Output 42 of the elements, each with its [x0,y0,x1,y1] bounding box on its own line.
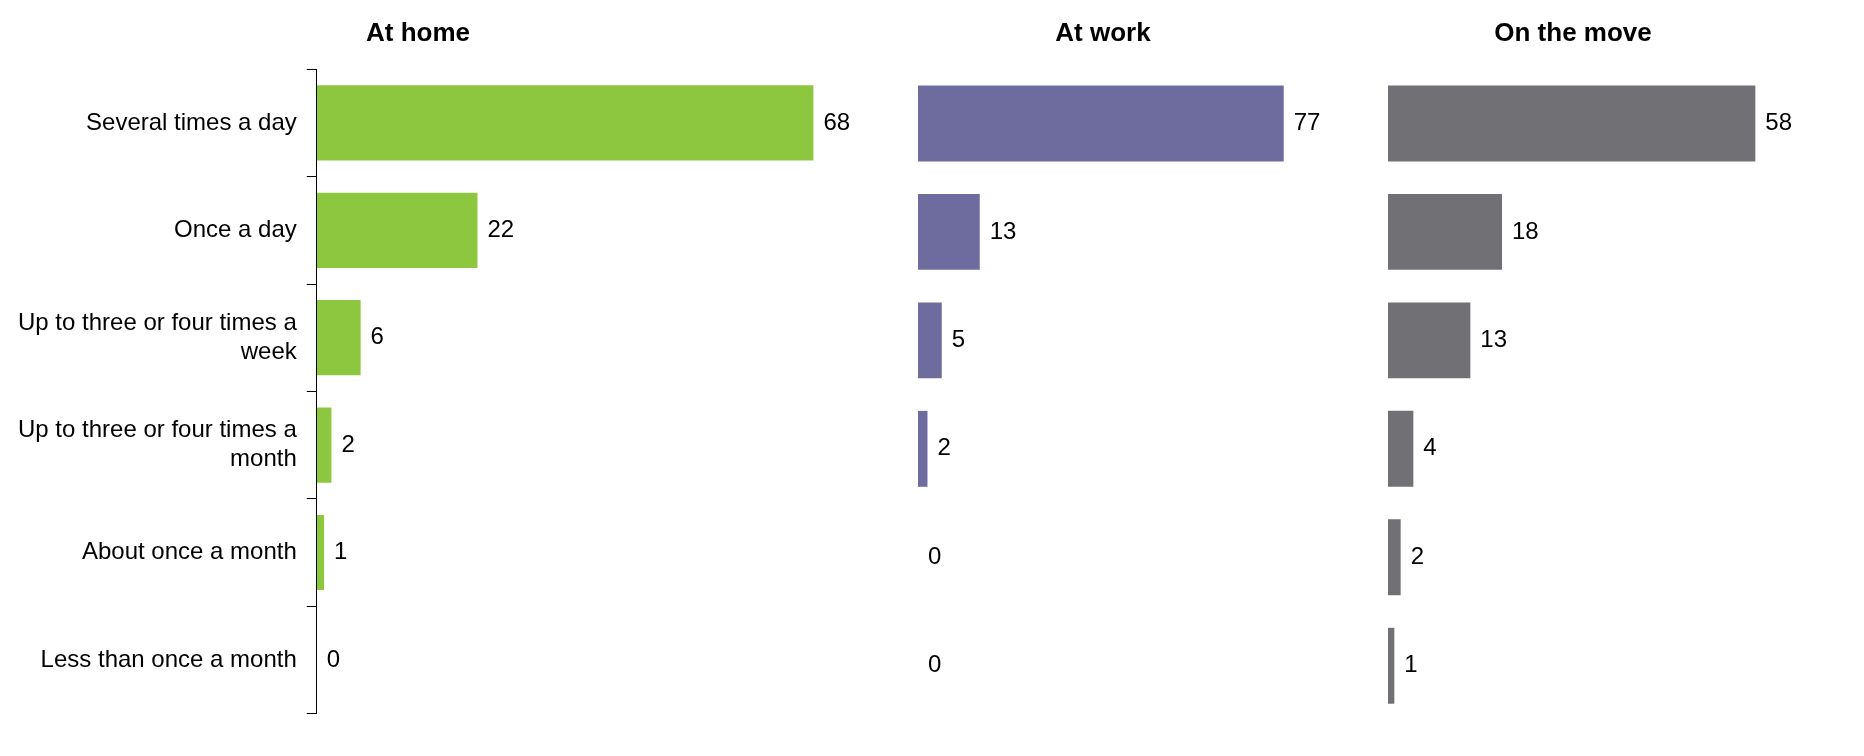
y-tick-label: Once a day [174,214,297,242]
data-label: 0 [928,541,942,569]
bar [918,193,980,270]
chart-title: At home [366,16,470,47]
y-tick-label: About once a month [81,537,297,565]
data-label: 2 [937,433,951,461]
data-label: 0 [326,644,341,672]
data-label: 5 [951,324,966,352]
bar [316,192,478,268]
chart-title: On the move [1494,16,1652,47]
bar [316,300,361,376]
bar [1388,302,1471,379]
y-tick-label: Less than once a month [40,644,297,672]
data-label: 18 [1512,216,1539,244]
y-tick-label: Up to three or four times a month [17,415,298,472]
y-tick-label: Up to three or four times a week [17,307,298,364]
data-label: 2 [1410,541,1425,569]
bar [316,407,332,483]
data-label: 1 [1404,650,1418,678]
data-label: 13 [1480,324,1508,352]
bar [1388,410,1414,487]
data-label: 2 [341,429,355,457]
data-label: 1 [334,537,348,565]
bar [1388,627,1395,704]
data-label: 77 [1293,108,1321,136]
bar [1388,193,1502,270]
data-label: 68 [823,107,851,135]
data-label: 0 [928,650,942,678]
bar [918,85,1284,162]
y-tick-label: Several times a day [86,107,297,135]
data-label: 22 [487,214,515,242]
data-label: 13 [989,216,1017,244]
bar [918,302,942,379]
bar [1388,519,1401,596]
data-label: 58 [1765,108,1793,136]
bar [918,410,928,487]
bar [316,514,325,591]
chart-title: At work [1055,16,1152,47]
data-label: 6 [370,322,384,350]
bar [1388,85,1756,162]
bar [316,85,814,161]
data-label: 4 [1423,433,1437,461]
